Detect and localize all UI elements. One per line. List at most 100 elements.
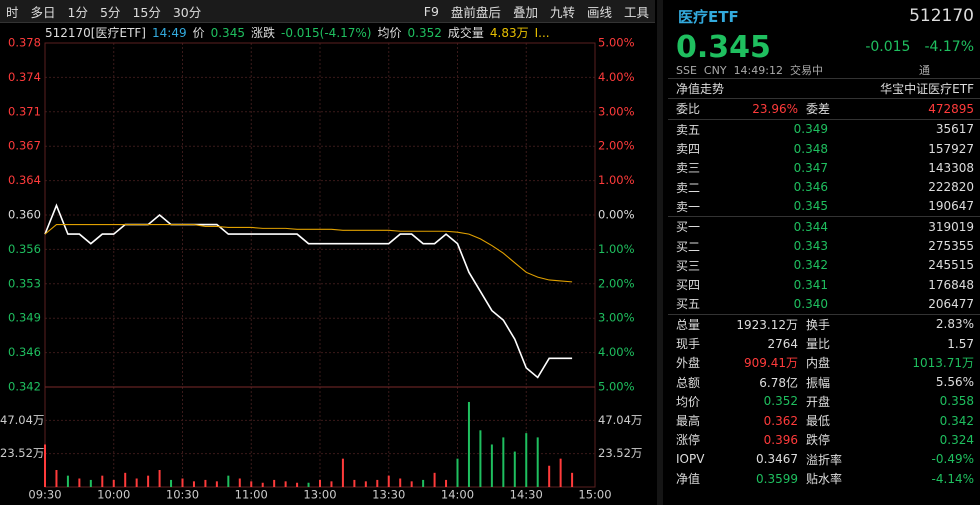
label: 涨跌 [250,26,275,40]
tool[interactable]: 九转 [549,4,575,20]
stat-label: IOPV [676,452,705,467]
volume-bar [330,481,333,487]
level-price: 0.345 [793,199,828,214]
row: 买二 0.343 275355 [668,236,980,255]
row: 卖一 0.345 190647 [668,197,980,216]
stat-label: 涨停 [676,433,701,448]
level-label: 卖二 [676,180,701,195]
full-name: 华宝中证医疗ETF [880,82,974,97]
row: 买四 0.341 176848 [668,275,980,294]
volume-bar [284,481,287,487]
y2-tick-label: 3.00% [598,311,635,325]
value: 0.352 [407,26,442,40]
intraday-chart: 0.378 0.374 0.371 0.367 0.364 0.360 0.356 0.353… [0,36,642,502]
y2-tick-label: 5.00% [598,380,635,394]
y-tick-label: 0.374 [8,70,41,84]
row: 涨停 0.396 跌停 0.324 [668,430,980,449]
stat-label: 现手 [676,337,701,351]
tool[interactable]: 画线 [586,4,612,20]
code: 512170[医疗ETF] [45,26,146,40]
tab[interactable]: 15分 [132,4,161,20]
stat-value: -0.49% [931,452,974,467]
toolbar: 时 多日 1分 5分 15分 30分 F9 盘前盘后 叠加 九转 画线 工具 [0,0,655,23]
volume-bar [490,444,493,487]
volume-bar [376,479,379,487]
x-tick-label: 13:00 [303,488,336,502]
volume-bar [571,472,574,487]
row: IOPV 0.3467 溢折率 -0.49% [668,450,980,469]
volume-bar [227,475,230,487]
volume-bar [525,433,528,487]
y2-tick-label: 3.00% [598,104,635,118]
ask-book: 卖五 0.349 35617 卖四 0.348 157927 卖三 0.347 143308 卖二… [668,118,980,216]
volume-bar [55,469,58,487]
tool[interactable]: 叠加 [512,4,538,20]
value: 4.83万 [489,26,529,40]
y2-tick-label: 47.04万 [598,413,642,427]
level-price: 0.340 [793,296,828,311]
volume-bar [422,479,425,487]
stats: 总量 1923.12万 换手 2.83% 现手 2764 量比 1.57 外盘 909.41万 内盘… [668,313,980,489]
y-tick-label: 0.353 [8,276,41,290]
tong[interactable]: 通 [919,64,930,77]
tool[interactable]: 工具 [623,4,649,20]
stat-value: 0.342 [939,413,974,428]
volume-bar [467,401,470,487]
volume-bar [192,481,195,487]
tab[interactable]: 多日 [30,4,56,20]
stat-label: 最低 [806,414,831,429]
stat-value: 0.362 [763,413,798,428]
volume-bar [170,479,173,487]
tool[interactable]: F9 [423,3,439,19]
volume-bar [135,478,138,487]
tab[interactable]: 1分 [67,4,88,20]
level-price: 0.341 [793,277,828,292]
row: 总额 6.78亿 振幅 5.56% [668,372,980,391]
level-label: 卖三 [676,161,701,176]
level-price: 0.349 [793,122,828,137]
stat-label: 贴水率 [806,472,843,487]
volume-bar [502,437,505,487]
label: 成交量 [447,26,484,40]
level-label: 买一 [676,220,701,235]
level-volume: 143308 [928,160,974,175]
x-tick-label: 14:00 [441,488,474,502]
y2-tick-label: 1.00% [598,242,635,256]
x-tick-label: 13:30 [372,488,405,502]
level-volume: 222820 [928,180,974,195]
row: 买三 0.342 245515 [668,256,980,275]
volume-bar [147,475,150,487]
tab[interactable]: 时 [6,4,19,20]
row: 总量 1923.12万 换手 2.83% [668,315,980,334]
stat-value: 0.3467 [756,452,798,467]
stat-value: 909.41万 [744,356,798,371]
volume-bar [296,482,299,487]
row: 卖二 0.346 222820 [668,177,980,196]
volume-bar [158,469,161,487]
level-price: 0.342 [793,258,828,273]
x-tick-label: 11:00 [235,488,268,502]
tab[interactable]: 30分 [172,4,202,20]
level-volume: 35617 [935,122,974,137]
tab[interactable]: 5分 [99,4,121,20]
volume-bar [364,481,367,487]
stat-value: 0.358 [939,394,974,409]
stat-label: 内盘 [806,356,831,371]
row: 现手 2764 量比 1.57 [668,334,980,353]
row: 卖四 0.348 157927 [668,139,980,158]
stat-value: 6.78亿 [759,375,798,390]
nav-trend[interactable]: 净值走势 [676,82,725,97]
row: 外盘 909.41万 内盘 1013.71万 [668,353,980,372]
tool[interactable]: 盘前盘后 [450,4,501,20]
volume-bar [319,479,321,487]
y2-tick-label: 2.00% [598,139,635,153]
level-volume: 176848 [928,277,974,292]
level-volume: 157927 [928,141,974,156]
stat-label: 开盘 [806,394,831,409]
stat-value: 0.3599 [756,471,798,486]
volume-bar [410,481,413,487]
level-volume: 190647 [928,199,974,214]
collapse-bar[interactable] [657,0,663,505]
y2-tick-label: 1.00% [598,173,635,187]
row: 净值 0.3599 贴水率 -4.14% [668,469,980,488]
